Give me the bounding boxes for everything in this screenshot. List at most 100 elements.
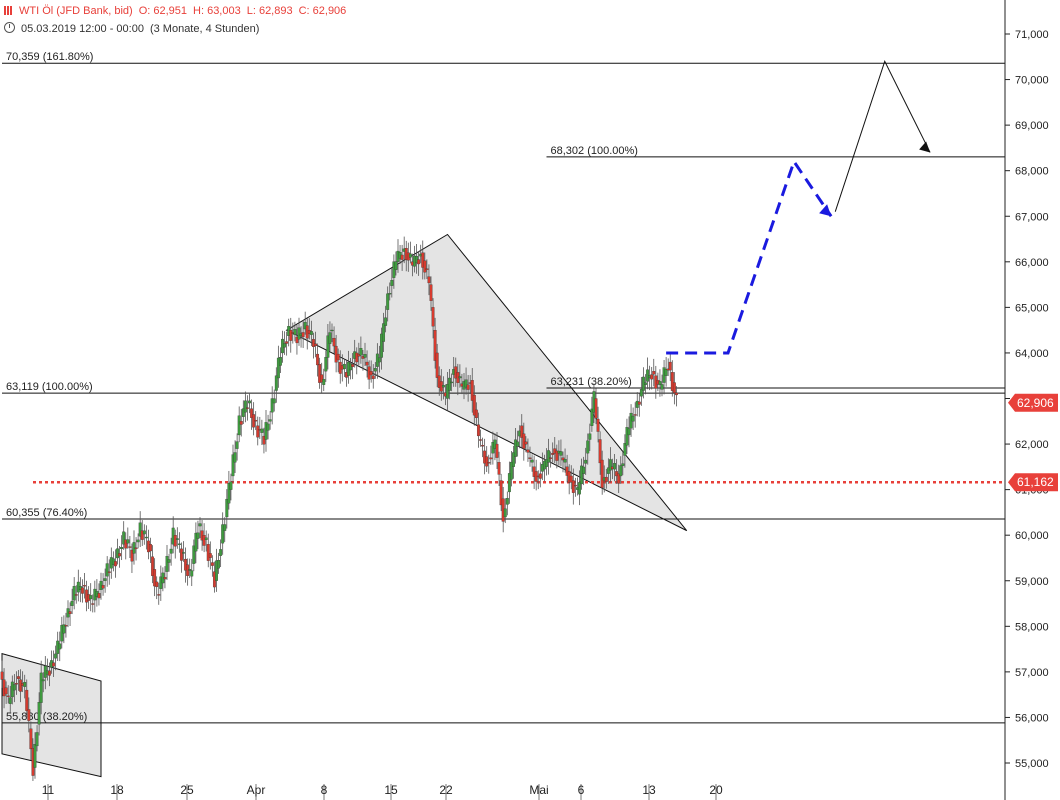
candle-body	[130, 549, 134, 562]
candle-body	[144, 536, 148, 539]
candle-body	[208, 553, 212, 558]
y-tick-label: 60,000	[1015, 530, 1049, 542]
candle-body	[324, 357, 328, 372]
arrow-head-black-icon	[919, 141, 931, 153]
candle-body	[386, 293, 390, 310]
candle-body	[17, 676, 20, 679]
candle-body	[604, 476, 608, 482]
candle-body	[458, 376, 462, 379]
candle-body	[425, 268, 429, 270]
high-value: H: 63,003	[193, 5, 241, 17]
candle-body	[289, 330, 293, 341]
candle-body	[62, 624, 66, 634]
candle-body	[512, 452, 515, 467]
y-tick-label: 64,000	[1015, 348, 1049, 360]
candle-body	[322, 379, 326, 385]
candle-body	[101, 585, 105, 589]
candle-body	[264, 422, 268, 440]
candle-body	[25, 689, 29, 711]
candle-body	[47, 670, 51, 676]
candle-body	[165, 556, 169, 572]
candle-body	[427, 276, 431, 284]
candle-body	[8, 697, 12, 704]
candle-body	[617, 473, 621, 484]
candle-body	[175, 538, 179, 540]
candle-body	[237, 415, 241, 436]
x-tick-label: 20	[709, 783, 723, 797]
candle-body	[598, 439, 602, 464]
candle-body	[423, 260, 427, 273]
symbol-name: WTI Öl (JFD Bank, bid)	[19, 5, 133, 17]
candle-body	[674, 392, 678, 396]
candle-body	[245, 407, 249, 409]
candle-body	[672, 382, 676, 394]
candle-body	[91, 603, 95, 605]
candle-body	[52, 662, 56, 667]
candle-body	[35, 732, 39, 747]
candle-body	[489, 457, 493, 460]
candle-body	[113, 561, 117, 567]
candle-body	[318, 364, 322, 383]
candle-body	[639, 389, 643, 397]
candle-body	[384, 317, 388, 326]
candle-body	[644, 382, 647, 385]
fib-level-label: 63,231 (38.20%)	[551, 376, 632, 388]
candle-body	[231, 454, 235, 477]
candle-body	[608, 459, 612, 471]
candle-body	[179, 548, 183, 561]
candle-body	[177, 543, 181, 545]
support-price-tag	[1008, 473, 1058, 492]
candle-body	[495, 443, 499, 458]
candle-body	[580, 465, 584, 485]
candle-body	[97, 593, 101, 599]
candle-body	[441, 385, 445, 388]
candle-body	[27, 709, 31, 721]
candle-body	[332, 337, 336, 347]
candle-body	[600, 459, 604, 488]
candle-body	[421, 252, 425, 268]
bar-chart-icon	[4, 6, 13, 15]
candle-body	[241, 408, 245, 417]
candle-body	[39, 672, 43, 703]
projection-dashed-line	[666, 158, 833, 355]
x-tick-label: 11	[42, 783, 55, 797]
open-value: O: 62,951	[138, 5, 188, 17]
candle-body	[555, 450, 559, 461]
candle-body	[297, 327, 301, 340]
candle-body	[167, 559, 171, 563]
candle-body	[83, 585, 86, 587]
candle-body	[0, 671, 4, 680]
candle-body	[435, 352, 439, 378]
candle-body	[650, 374, 654, 380]
candle-body	[613, 463, 617, 470]
candle-body	[382, 323, 386, 342]
fib-level-label: 70,359 (161.80%)	[6, 51, 93, 63]
candle-body	[621, 463, 625, 466]
candle-body	[625, 427, 629, 446]
candle-body	[606, 467, 610, 474]
candle-body	[14, 683, 18, 685]
candle-body	[80, 587, 84, 594]
candle-body	[134, 547, 138, 550]
y-tick-label: 65,000	[1015, 302, 1049, 314]
candle-body	[464, 379, 468, 388]
candle-body	[262, 435, 266, 445]
candle-body	[140, 530, 144, 540]
candle-body	[450, 381, 454, 384]
candle-body	[664, 368, 668, 376]
arrow-head-blue-icon	[819, 204, 832, 217]
candle-body	[217, 560, 221, 569]
candle-body	[538, 473, 542, 479]
period-label: (3 Monate, 4 Stunden)	[149, 23, 260, 35]
candle-body	[380, 333, 383, 358]
candle-body	[359, 348, 363, 356]
projection-solid-line	[834, 60, 931, 212]
candle-body	[37, 702, 41, 725]
candle-body	[499, 480, 503, 506]
candle-body	[481, 445, 485, 447]
candle-body	[586, 440, 590, 454]
candle-body	[551, 453, 555, 455]
candle-body	[58, 643, 62, 650]
